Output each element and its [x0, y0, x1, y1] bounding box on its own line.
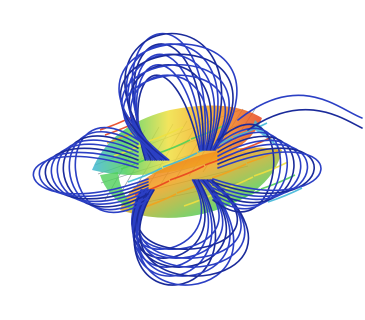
core-streak: [211, 163, 247, 179]
field-line: [212, 131, 288, 207]
core-streak: [148, 126, 184, 142]
field-line: [50, 143, 149, 203]
field-line: [124, 32, 223, 161]
core-streak: [127, 167, 163, 183]
field-line: [68, 130, 149, 211]
field-line: [212, 147, 315, 194]
field-line: [62, 135, 149, 208]
field-line-group: [32, 32, 363, 286]
field-line: [119, 53, 234, 161]
field-line: [118, 43, 238, 161]
core-streak: [253, 161, 289, 177]
field-line: [138, 179, 250, 277]
core-streak: [134, 180, 170, 196]
core-band: [100, 172, 140, 214]
core-streak: [169, 165, 205, 181]
field-line: [212, 123, 275, 213]
core-streak: [162, 152, 198, 168]
field-line: [136, 179, 235, 286]
field-line: [38, 151, 149, 198]
field-line: [237, 94, 363, 121]
field-line: [74, 126, 149, 214]
field-line: [44, 147, 149, 200]
core-streak: [232, 122, 268, 138]
field-line: [212, 151, 322, 192]
field-line: [212, 139, 302, 201]
field-line: [56, 139, 149, 205]
field-line: [247, 109, 363, 131]
field-line: [212, 143, 309, 198]
field-line: [122, 74, 227, 161]
field-line: [32, 155, 149, 195]
field-line: [121, 64, 230, 161]
core-streak: [267, 187, 303, 203]
field-line: [131, 32, 207, 161]
field-line: [212, 135, 295, 204]
